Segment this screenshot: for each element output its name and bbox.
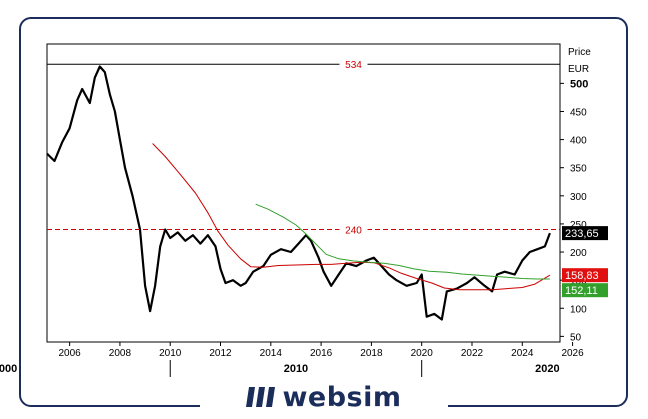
y-tick-label: 300: [570, 192, 587, 203]
plot-area: [46, 43, 561, 343]
value-badge: [562, 226, 608, 241]
price-label: Price: [568, 47, 591, 58]
x-tick-label: 2012: [209, 348, 232, 359]
y-tick-label: 450: [570, 107, 587, 118]
reference-line-label: 240: [345, 226, 362, 237]
y-tick-label: 50: [570, 332, 582, 343]
decade-label: 2020: [535, 363, 559, 375]
moving-average-line: [255, 203, 550, 280]
decade-label: 2010: [284, 363, 308, 375]
unit-label: EUR: [568, 64, 589, 75]
value-badge-label: 233,65: [565, 228, 599, 240]
moving-average-line: [152, 143, 551, 291]
x-tick-label: 2020: [411, 348, 434, 359]
reference-label-bg: [339, 57, 368, 71]
y-tick-label: 200: [570, 248, 587, 259]
reference-line-label: 534: [345, 60, 362, 71]
reference-label-bg: [339, 222, 368, 236]
x-tick-label: 2006: [59, 348, 82, 359]
value-badge: [562, 268, 608, 283]
x-tick-label: 2008: [109, 348, 132, 359]
websim-logo-mark: [246, 387, 276, 407]
websim-logo-text: websim: [282, 381, 402, 413]
value-badge: [562, 283, 608, 298]
y-tick-label: 350: [570, 164, 587, 175]
y-tick-label: 500: [570, 78, 588, 90]
x-tick-label: 2022: [461, 348, 484, 359]
websim-logo: websim: [200, 381, 448, 413]
x-tick-label: 2024: [511, 348, 534, 359]
decade-label: 2000: [0, 363, 17, 375]
value-badge-label: 152,11: [565, 285, 598, 297]
x-tick-label: 2016: [310, 348, 333, 359]
y-tick-label: 400: [570, 136, 587, 147]
x-tick-label: 2014: [260, 348, 283, 359]
x-tick-label: 2010: [159, 348, 182, 359]
value-badge-label: 158,83: [565, 270, 599, 282]
price-series-line: [46, 65, 551, 321]
y-tick-label: 250: [570, 220, 587, 231]
x-tick-label: 2026: [561, 348, 584, 359]
y-tick-label: 100: [570, 304, 587, 315]
x-tick-label: 2018: [360, 348, 383, 359]
